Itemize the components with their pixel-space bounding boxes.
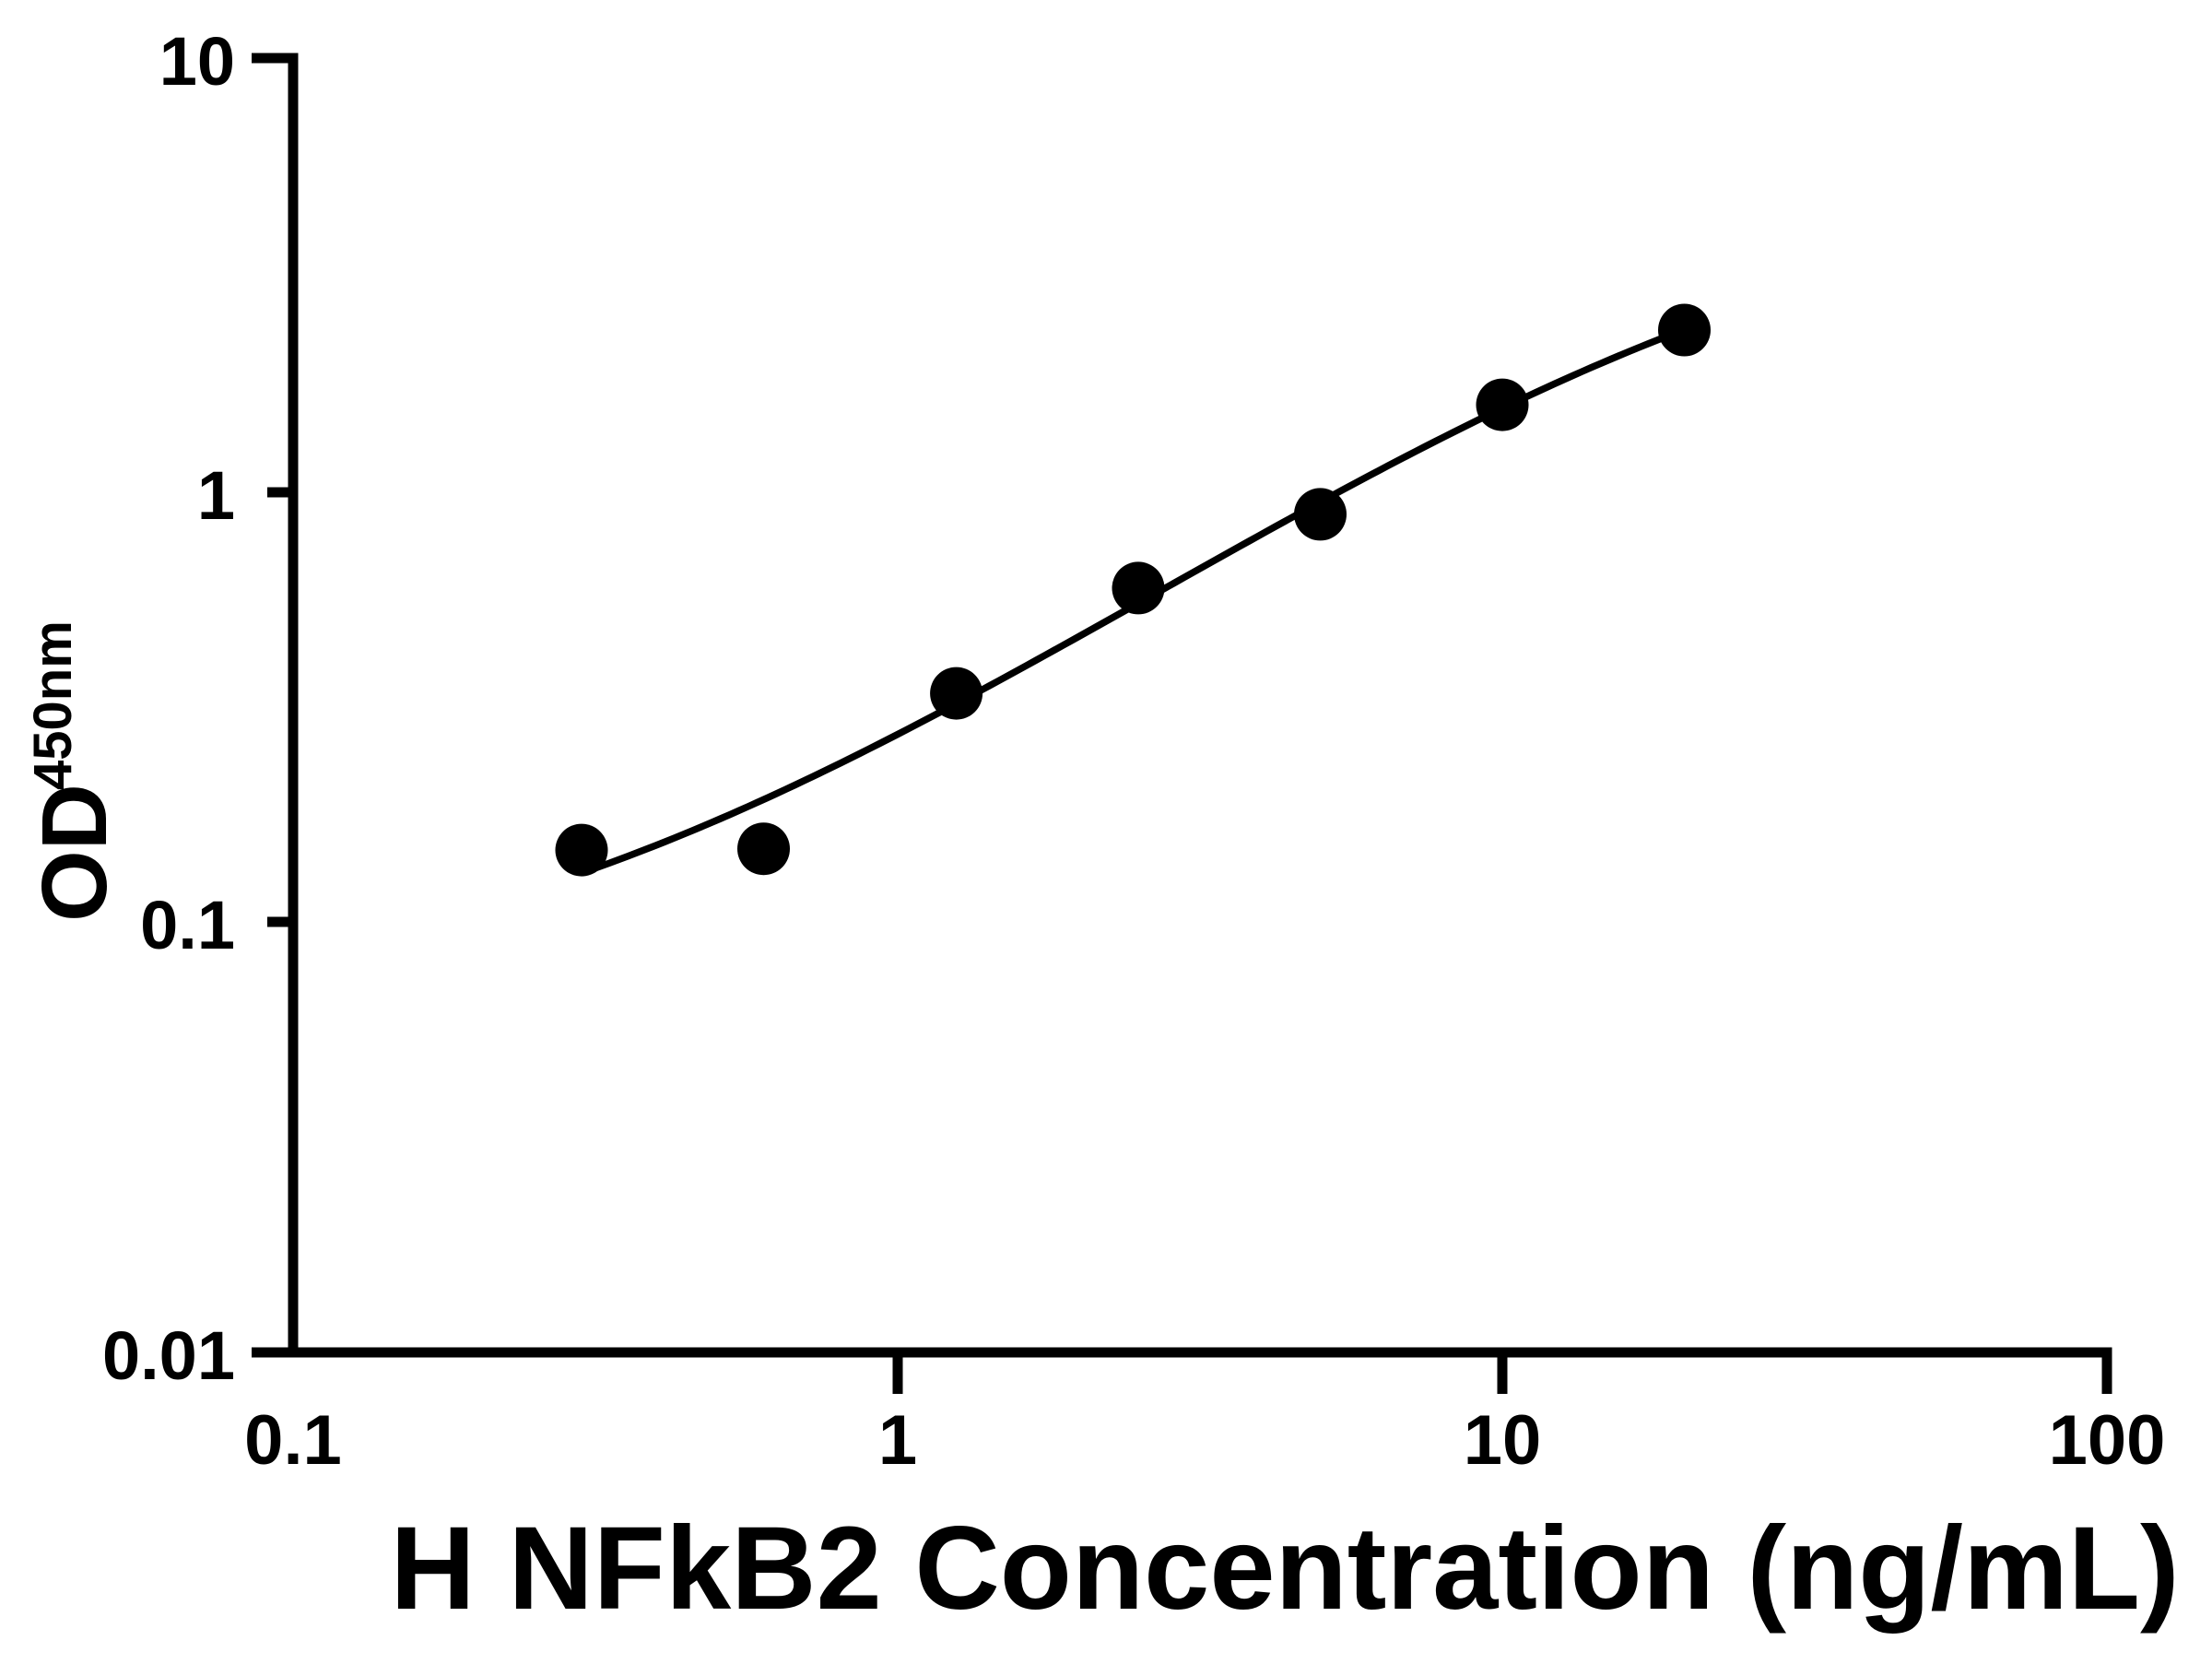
svg-text:H NFkB2 Concentration (ng/mL): H NFkB2 Concentration (ng/mL) — [390, 1503, 2179, 1634]
svg-text:0.1: 0.1 — [140, 887, 235, 963]
svg-text:450nm: 450nm — [23, 620, 83, 790]
svg-text:1: 1 — [197, 457, 235, 534]
svg-text:1: 1 — [878, 1401, 917, 1480]
svg-text:0.01: 0.01 — [102, 1317, 235, 1394]
svg-text:10: 10 — [159, 23, 235, 100]
svg-text:10: 10 — [1464, 1401, 1542, 1480]
svg-text:100: 100 — [2049, 1401, 2166, 1480]
svg-text:0.1: 0.1 — [244, 1401, 342, 1480]
svg-text:OD: OD — [23, 784, 126, 922]
